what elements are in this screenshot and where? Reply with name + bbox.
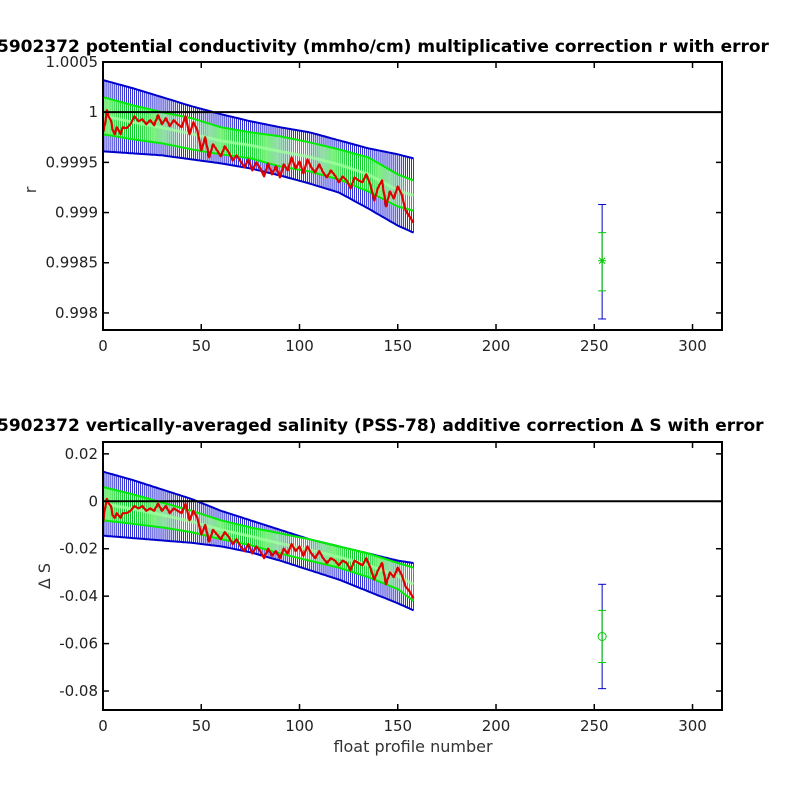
- mean-correction-point: [597, 583, 607, 690]
- y-tick-label: 1.0005: [46, 53, 99, 71]
- x-tick-label: 150: [383, 717, 412, 735]
- x-tick-label: 300: [678, 337, 707, 355]
- x-axis-label: float profile number: [333, 737, 493, 756]
- mean-correction-point: [598, 204, 607, 320]
- correction-series-line: [101, 497, 415, 600]
- y-tick-label: 1: [88, 103, 98, 121]
- y-tick-label: 0.998: [55, 304, 98, 322]
- x-tick-label: 250: [580, 717, 609, 735]
- x-tick-label: 100: [285, 717, 314, 735]
- y-axis-label: r: [21, 186, 40, 193]
- error-band-inner: [102, 486, 415, 602]
- error-upper-edge: [102, 79, 414, 160]
- plot-area: 0 50 100 150 200 250 300 -0.08 -0.06 -0.04 -0.02 0 0…: [59, 441, 723, 735]
- band-centerline: [102, 114, 414, 197]
- error-lower-edge: [102, 133, 414, 212]
- x-tick-label: 0: [98, 717, 108, 735]
- plot-area: 0 50 100 150 200 250 300 0.998 0.9985 0.999 0.9995…: [46, 53, 723, 355]
- x-tick-label: 100: [285, 337, 314, 355]
- y-tick-label: 0.999: [55, 204, 98, 222]
- x-tick-label: 150: [383, 337, 412, 355]
- x-tick-label: 50: [192, 717, 211, 735]
- y-tick-label: 0.9995: [46, 153, 99, 171]
- x-tick-label: 0: [98, 337, 108, 355]
- error-lower-edge: [102, 150, 414, 234]
- y-tick-label: -0.08: [59, 682, 98, 700]
- x-tick-label: 200: [482, 717, 511, 735]
- salinity-correction-panel: 5902372 vertically-averaged salinity (PS…: [0, 416, 764, 756]
- correction-series-line: [101, 109, 415, 224]
- error-upper-edge: [102, 96, 414, 182]
- band-centerline: [102, 502, 415, 586]
- x-tick-label: 50: [192, 337, 211, 355]
- point-marker: [597, 631, 607, 641]
- x-tick-label: 250: [580, 337, 609, 355]
- axes-frame: [102, 61, 723, 331]
- y-tick-label: -0.04: [59, 587, 98, 605]
- y-axis-label: Δ S: [35, 563, 54, 589]
- axes-frame: [102, 441, 723, 711]
- y-tick-label: 0.9985: [46, 254, 99, 272]
- chart-title: 5902372 potential conductivity (mmho/cm)…: [0, 37, 770, 57]
- x-tick-label: 300: [678, 717, 707, 735]
- y-tick-label: 0.02: [65, 445, 98, 463]
- y-tick-label: -0.06: [59, 635, 98, 653]
- point-marker-stroke: [598, 257, 606, 265]
- error-lower-edge: [102, 534, 414, 612]
- x-tick-label: 200: [482, 337, 511, 355]
- y-tick-label: -0.02: [59, 540, 98, 558]
- conductivity-correction-panel: 5902372 potential conductivity (mmho/cm)…: [0, 37, 770, 355]
- y-tick-label: 0: [88, 492, 98, 510]
- chart-title: 5902372 vertically-averaged salinity (PS…: [0, 416, 764, 436]
